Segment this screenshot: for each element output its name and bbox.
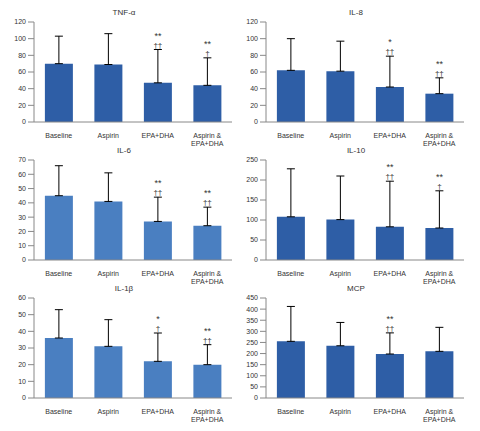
- svg-text:10: 10: [18, 242, 26, 249]
- svg-text:Baseline: Baseline: [45, 408, 72, 415]
- svg-text:120: 120: [14, 18, 26, 25]
- svg-text:30: 30: [18, 214, 26, 221]
- svg-text:††: ††: [385, 47, 394, 56]
- svg-text:0: 0: [22, 394, 26, 401]
- svg-text:Baseline: Baseline: [277, 408, 304, 415]
- svg-text:**: **: [204, 326, 212, 336]
- html-text:IL-1β: IL-1β: [114, 284, 134, 293]
- svg-text:0: 0: [254, 118, 258, 125]
- svg-text:††: ††: [203, 198, 212, 207]
- svg-text:150: 150: [246, 361, 258, 368]
- svg-text:50: 50: [18, 311, 26, 318]
- svg-text:60: 60: [18, 68, 26, 75]
- html-text:IL-10: IL-10: [346, 146, 366, 155]
- html-text:MCP: MCP: [347, 284, 365, 293]
- svg-text:150: 150: [246, 196, 258, 203]
- svg-text:20: 20: [250, 102, 258, 109]
- svg-text:††: ††: [153, 188, 162, 197]
- svg-text:††: ††: [435, 69, 444, 78]
- svg-text:EPA+DHA: EPA+DHA: [374, 408, 407, 415]
- svg-text:60: 60: [250, 68, 258, 75]
- svg-text:**: **: [436, 172, 444, 182]
- svg-text:**: **: [204, 39, 212, 49]
- svg-text:Aspirin &EPA+DHA: Aspirin &EPA+DHA: [191, 408, 224, 422]
- svg-text:120: 120: [246, 18, 258, 25]
- svg-text:40: 40: [250, 85, 258, 92]
- svg-text:70: 70: [18, 156, 26, 163]
- svg-text:EPA+DHA: EPA+DHA: [374, 132, 407, 139]
- svg-text:200: 200: [246, 176, 258, 183]
- svg-text:*: *: [156, 314, 160, 324]
- svg-text:100: 100: [246, 216, 258, 223]
- svg-text:**: **: [386, 162, 394, 172]
- svg-text:††: ††: [385, 324, 394, 333]
- svg-text:**: **: [154, 178, 162, 188]
- svg-text:20: 20: [18, 102, 26, 109]
- svg-text:450: 450: [246, 294, 258, 301]
- html-text:IL-8: IL-8: [349, 8, 363, 17]
- svg-text:Aspirin &EPA+DHA: Aspirin &EPA+DHA: [423, 132, 456, 146]
- svg-text:†: †: [156, 324, 160, 333]
- svg-text:20: 20: [18, 361, 26, 368]
- svg-text:††: ††: [385, 172, 394, 181]
- svg-text:Baseline: Baseline: [277, 132, 304, 139]
- svg-text:Aspirin: Aspirin: [330, 408, 352, 416]
- svg-text:Baseline: Baseline: [45, 132, 72, 139]
- svg-text:80: 80: [250, 52, 258, 59]
- svg-text:0: 0: [254, 394, 258, 401]
- svg-text:Aspirin: Aspirin: [98, 132, 120, 140]
- html-text:IL-6: IL-6: [117, 146, 131, 155]
- svg-text:100: 100: [246, 35, 258, 42]
- svg-text:50: 50: [250, 236, 258, 243]
- svg-text:Aspirin &EPA+DHA: Aspirin &EPA+DHA: [423, 270, 456, 284]
- svg-text:60: 60: [18, 294, 26, 301]
- svg-text:**: **: [386, 314, 394, 324]
- html-text:TNF-α: TNF-α: [112, 8, 136, 17]
- svg-text:50: 50: [18, 185, 26, 192]
- svg-text:30: 30: [18, 344, 26, 351]
- svg-text:80: 80: [18, 52, 26, 59]
- svg-text:Aspirin: Aspirin: [330, 132, 352, 140]
- svg-text:20: 20: [18, 228, 26, 235]
- svg-text:100: 100: [14, 35, 26, 42]
- svg-text:††: ††: [153, 41, 162, 50]
- svg-text:250: 250: [246, 156, 258, 163]
- svg-text:0: 0: [254, 256, 258, 263]
- svg-text:50: 50: [250, 383, 258, 390]
- svg-text:Baseline: Baseline: [277, 270, 304, 277]
- svg-text:10: 10: [18, 378, 26, 385]
- svg-text:††: ††: [203, 336, 212, 345]
- svg-text:EPA+DHA: EPA+DHA: [142, 132, 175, 139]
- svg-text:250: 250: [246, 339, 258, 346]
- svg-text:**: **: [436, 59, 444, 69]
- svg-text:400: 400: [246, 306, 258, 313]
- svg-text:*: *: [388, 37, 392, 47]
- svg-text:Aspirin: Aspirin: [330, 270, 352, 278]
- svg-text:200: 200: [246, 350, 258, 357]
- svg-text:Aspirin &EPA+DHA: Aspirin &EPA+DHA: [423, 408, 456, 422]
- svg-text:**: **: [204, 188, 212, 198]
- svg-text:100: 100: [246, 372, 258, 379]
- svg-text:Baseline: Baseline: [45, 270, 72, 277]
- svg-text:0: 0: [22, 256, 26, 263]
- svg-text:60: 60: [18, 171, 26, 178]
- svg-text:†: †: [437, 182, 441, 191]
- svg-text:**: **: [154, 31, 162, 41]
- svg-text:40: 40: [18, 85, 26, 92]
- svg-text:350: 350: [246, 317, 258, 324]
- svg-text:Aspirin &EPA+DHA: Aspirin &EPA+DHA: [191, 132, 224, 146]
- svg-text:†: †: [205, 49, 209, 58]
- svg-text:EPA+DHA: EPA+DHA: [142, 408, 175, 415]
- svg-text:300: 300: [246, 328, 258, 335]
- svg-text:40: 40: [18, 199, 26, 206]
- svg-text:EPA+DHA: EPA+DHA: [374, 270, 407, 277]
- svg-text:Aspirin: Aspirin: [98, 270, 120, 278]
- svg-text:Aspirin: Aspirin: [98, 408, 120, 416]
- svg-text:Aspirin &EPA+DHA: Aspirin &EPA+DHA: [191, 270, 224, 284]
- svg-text:0: 0: [22, 118, 26, 125]
- svg-text:40: 40: [18, 328, 26, 335]
- svg-text:EPA+DHA: EPA+DHA: [142, 270, 175, 277]
